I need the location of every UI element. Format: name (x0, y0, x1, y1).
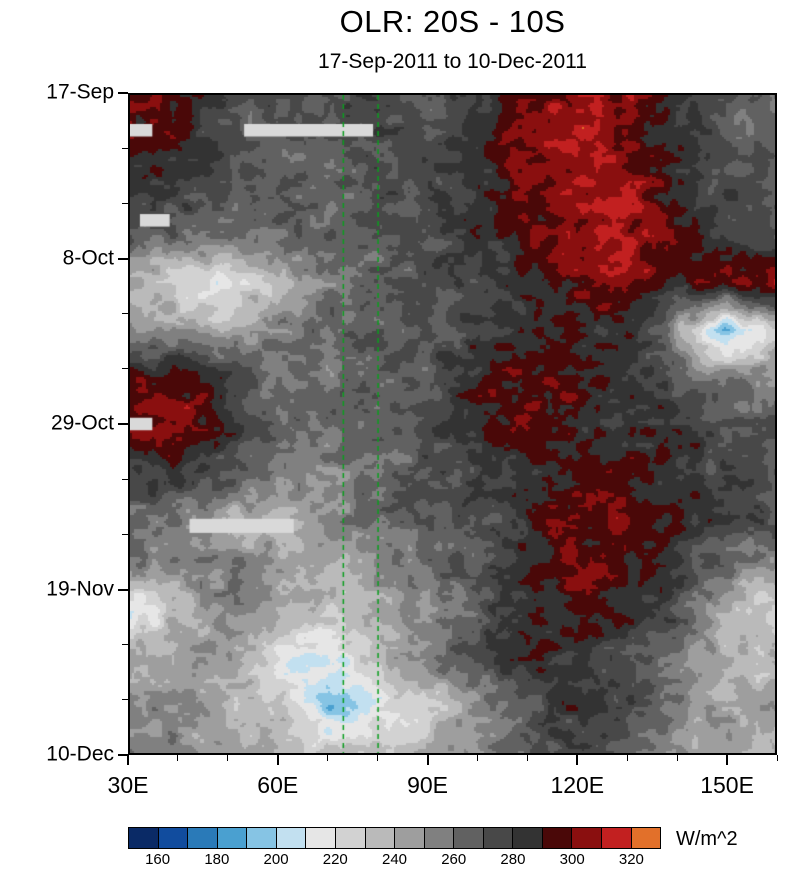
colorbar-tick-label: 260 (441, 851, 467, 868)
y-axis-minor-tick (122, 368, 128, 370)
y-axis-tick-label: 19-Nov (46, 577, 114, 601)
y-axis-major-tick (118, 754, 128, 756)
x-axis-major-tick (276, 755, 279, 765)
colorbar-cell (572, 828, 602, 848)
colorbar-cell (188, 828, 218, 848)
y-axis-major-tick (118, 92, 128, 94)
y-axis-tick-label: 8-Oct (62, 246, 114, 270)
y-axis-minor-tick (122, 202, 128, 204)
y-axis-minor-tick (122, 147, 128, 149)
colorbar-tick-label: 300 (559, 851, 585, 868)
colorbar-cell (542, 828, 573, 848)
y-axis-major-tick (118, 257, 128, 260)
y-axis-major-tick (118, 588, 128, 591)
colorbar-cell (454, 828, 484, 848)
x-axis-minor-tick (676, 755, 678, 761)
x-axis-tick-label: 120E (550, 772, 605, 798)
x-axis-tick-label: 150E (700, 772, 754, 798)
colorbar-cell (365, 828, 396, 848)
colorbar-tick-label: 180 (204, 851, 230, 868)
x-axis-tick-label: 90E (407, 772, 448, 798)
colorbar-cell (158, 828, 189, 848)
colorbar-cell (276, 828, 307, 848)
colorbar-cell (631, 828, 661, 848)
x-axis-minor-tick (776, 755, 778, 761)
colorbar-cell (306, 828, 336, 848)
colorbar-cell (483, 828, 514, 848)
y-axis-tick-label: 17-Sep (46, 80, 114, 104)
heatmap-canvas (130, 95, 775, 753)
colorbar-unit-label: W/m^2 (676, 828, 738, 850)
colorbar (128, 827, 661, 849)
y-axis-tick-label: 29-Oct (50, 411, 114, 435)
plot-area (128, 93, 777, 755)
y-axis-major-tick (118, 423, 128, 425)
colorbar-cell (217, 828, 248, 848)
x-axis-minor-tick (377, 755, 379, 761)
colorbar-cell (424, 828, 455, 848)
y-axis-minor-tick (122, 313, 128, 315)
x-axis-tick-label: 30E (107, 772, 149, 798)
y-axis-minor-tick (122, 699, 128, 701)
x-axis-minor-tick (327, 755, 329, 761)
chart-title: OLR: 20S - 10S (339, 4, 566, 39)
x-axis-minor-tick (626, 755, 628, 761)
colorbar-tick-label: 320 (618, 851, 644, 868)
colorbar-tick-label: 240 (381, 851, 408, 868)
x-axis-major-tick (576, 755, 579, 765)
colorbar-tick-label: 200 (263, 851, 289, 868)
y-axis-minor-tick (122, 478, 128, 480)
x-axis-major-tick (127, 755, 129, 765)
colorbar-tick-label: 220 (322, 851, 348, 868)
y-axis-minor-tick (122, 644, 128, 646)
x-axis-minor-tick (227, 755, 229, 761)
colorbar-cell (513, 828, 543, 848)
colorbar-cell (247, 828, 277, 848)
x-axis-tick-label: 60E (257, 772, 299, 798)
colorbar-cell (335, 828, 366, 848)
colorbar-labels: 160 180 200 220 240 260 280 300 320 (128, 851, 661, 869)
chart-subtitle: 17-Sep-2011 to 10-Dec-2011 (318, 50, 587, 73)
colorbar-tick-label: 280 (500, 851, 526, 868)
y-axis-minor-tick (122, 533, 128, 535)
x-axis-minor-tick (476, 755, 478, 761)
x-axis-major-tick (426, 755, 429, 765)
x-axis-minor-tick (177, 755, 179, 761)
colorbar-tick-label: 160 (145, 851, 171, 868)
colorbar-cell (129, 828, 159, 848)
colorbar-cell (602, 828, 632, 848)
x-axis-major-tick (726, 755, 729, 765)
x-axis-minor-tick (526, 755, 528, 761)
colorbar-cell (395, 828, 425, 848)
y-axis-tick-label: 10-Dec (46, 742, 114, 766)
